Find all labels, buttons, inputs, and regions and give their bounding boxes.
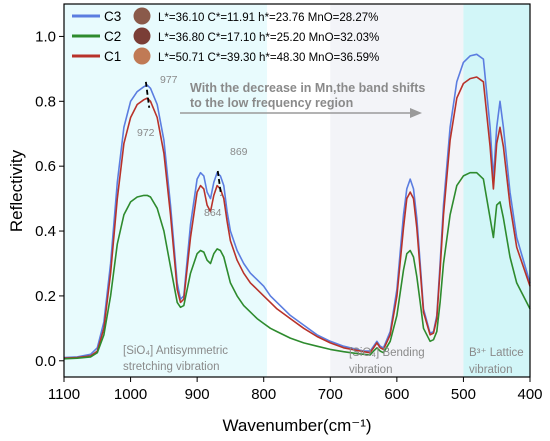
peak-shift-dash-0	[144, 81, 151, 108]
plot-frame	[63, 3, 531, 378]
x-tick-label-900: 900	[185, 386, 210, 403]
legend-desc-c1: L*=50.71 C*=39.30 h*=48.30 MnO=36.59%	[158, 52, 379, 64]
peak-label-864: 864	[204, 207, 222, 219]
legend-entry-c2: C2 L*=36.80 C*=17.10 h*=25.20 MnO=32.03%	[72, 27, 379, 45]
region-label-lattice-line-2: vibration	[469, 364, 512, 376]
peak-label-869: 869	[230, 146, 248, 158]
legend-name-c3: C3	[104, 9, 121, 24]
vibration-regions	[64, 4, 530, 377]
y-tick-label-0.4: 0.4	[35, 223, 56, 240]
shift-annotation-line-2: to the low frequency region	[190, 96, 353, 110]
legend-swatch-c1	[133, 47, 151, 65]
region-shade-2	[463, 4, 530, 377]
x-tick-label-400: 400	[517, 386, 542, 403]
peak-label-972: 972	[137, 127, 155, 139]
legend-swatch-c2	[133, 27, 151, 45]
x-tick-label-700: 700	[318, 386, 343, 403]
legend-desc-c3: L*=36.10 C*=11.91 h*=23.76 MnO=28.27%	[158, 12, 378, 24]
series-line-c3	[63, 53, 531, 359]
series-line-c1	[63, 76, 531, 359]
region-label-antisymmetric: [SiO₄] Antisymmetric stretching vibratio…	[123, 345, 228, 373]
legend-name-c1: C1	[104, 49, 121, 64]
series-layer	[63, 53, 531, 360]
y-tick-label-0.6: 0.6	[35, 158, 56, 175]
series-line-c2	[63, 171, 531, 360]
region-label-antisymmetric-line-2: stretching vibration	[123, 361, 220, 373]
x-tick-label-800: 800	[251, 386, 276, 403]
y-tick-label-1.0: 1.0	[35, 28, 56, 45]
axis-ticks: 1100 1000 900 800 700 600 500 400 0.0 0.2 0.4 0.6 0.…	[35, 28, 542, 403]
legend-desc-c2: L*=36.80 C*=17.10 h*=25.20 MnO=32.03%	[158, 32, 379, 44]
region-label-lattice: B³⁺ Lattice vibration	[469, 347, 524, 376]
region-label-bending: [SiO₄] Bending vibration	[349, 347, 425, 376]
legend: C3 L*=36.10 C*=11.91 h*=23.76 MnO=28.27%…	[72, 7, 379, 65]
y-tick-label-0.0: 0.0	[35, 353, 56, 370]
y-axis-title: Reflectivity	[7, 149, 26, 232]
region-label-bending-line-2: vibration	[349, 364, 392, 376]
region-label-antisymmetric-line-1: [SiO₄] Antisymmetric	[123, 345, 228, 357]
shift-annotation-line-1: With the decrease in Mn,the band shifts	[190, 81, 425, 95]
peak-shift-dash-1	[216, 170, 223, 196]
shift-arrow	[180, 108, 422, 118]
peak-marks	[144, 81, 223, 196]
legend-entry-c3: C3 L*=36.10 C*=11.91 h*=23.76 MnO=28.27%	[72, 7, 378, 25]
x-tick-label-1000: 1000	[114, 386, 147, 403]
legend-entry-c1: C1 L*=50.71 C*=39.30 h*=48.30 MnO=36.59%	[72, 47, 379, 65]
y-tick-label-0.2: 0.2	[35, 288, 56, 305]
region-shade-0	[64, 4, 268, 377]
x-axis-title: Wavenumber(cm⁻¹)	[222, 416, 371, 435]
region-label-lattice-line-1: B³⁺ Lattice	[469, 347, 524, 359]
region-label-bending-line-1: [SiO₄] Bending	[349, 347, 425, 359]
legend-name-c2: C2	[104, 29, 121, 44]
y-tick-label-0.8: 0.8	[35, 93, 56, 110]
x-tick-label-600: 600	[384, 386, 409, 403]
x-tick-label-1100: 1100	[48, 386, 80, 403]
x-tick-label-500: 500	[451, 386, 476, 403]
peak-label-977: 977	[160, 74, 178, 86]
legend-swatch-c3	[133, 7, 151, 25]
